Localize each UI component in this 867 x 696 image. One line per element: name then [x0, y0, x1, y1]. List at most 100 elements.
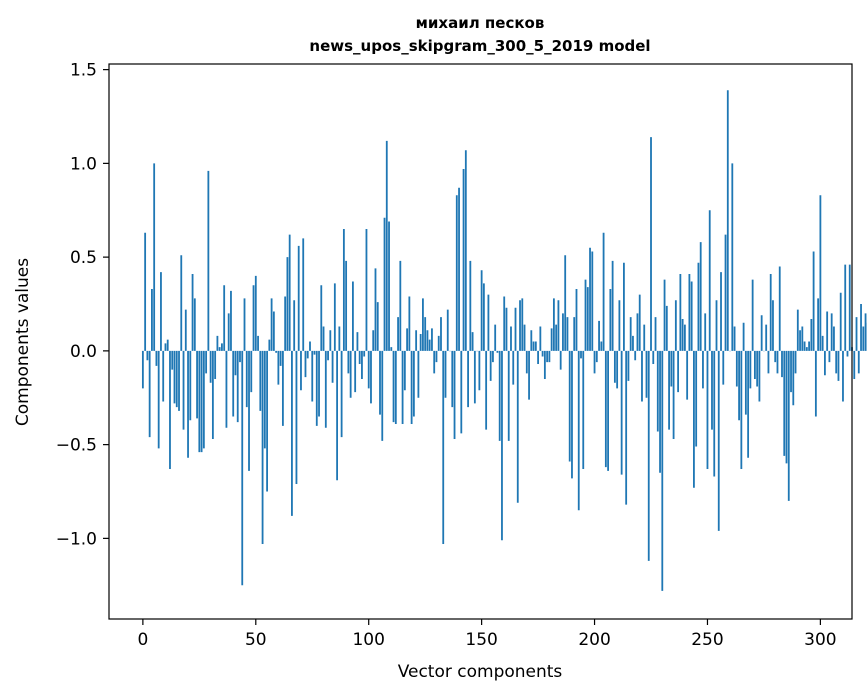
bar: [828, 350, 831, 363]
bar: [435, 350, 438, 363]
bar: [422, 298, 424, 351]
bar: [693, 350, 695, 488]
bar: [471, 332, 474, 351]
bar: [193, 298, 196, 351]
bar: [580, 350, 582, 359]
bar: [756, 350, 759, 387]
bar: [839, 292, 842, 351]
bar: [814, 350, 817, 417]
bar: [397, 317, 399, 351]
bar: [833, 326, 835, 351]
bar: [146, 350, 149, 361]
bar: [270, 298, 273, 351]
bar: [523, 324, 526, 351]
bar: [230, 290, 232, 351]
bar: [480, 270, 483, 351]
bar: [656, 350, 659, 432]
bar: [166, 339, 169, 351]
bar: [385, 140, 388, 351]
bar: [512, 350, 515, 385]
bar: [848, 264, 851, 351]
bar: [322, 326, 325, 351]
bar: [711, 350, 713, 430]
bar: [383, 217, 386, 351]
bar: [778, 266, 781, 351]
bar: [781, 350, 783, 378]
bar: [722, 350, 725, 385]
bar: [860, 304, 862, 351]
bar: [207, 170, 210, 351]
bar: [451, 350, 454, 408]
bar: [573, 317, 576, 351]
bar: [394, 350, 397, 425]
bar: [821, 335, 824, 351]
bar: [699, 242, 702, 351]
bar: [534, 341, 537, 351]
chart-title-line2: news_upos_skipgram_300_5_2019 model: [309, 37, 650, 55]
bar: [643, 324, 646, 351]
bar: [437, 335, 440, 351]
bar: [327, 350, 329, 361]
bar: [498, 350, 501, 441]
bar: [473, 350, 476, 404]
bar: [681, 319, 684, 351]
bar: [347, 350, 350, 374]
bar: [410, 350, 413, 425]
x-tick-label: 50: [245, 630, 267, 650]
bar: [288, 234, 291, 351]
bar: [370, 350, 372, 404]
bar: [600, 341, 603, 351]
bar: [799, 330, 801, 351]
bar: [792, 350, 795, 406]
bar: [738, 350, 740, 421]
bar: [616, 350, 619, 389]
bar: [356, 332, 359, 351]
bar: [381, 350, 384, 441]
bar: [245, 350, 248, 408]
bar: [519, 300, 521, 351]
bar: [632, 335, 634, 351]
bar: [582, 350, 585, 470]
bar: [697, 262, 700, 351]
bar: [372, 330, 375, 351]
bar: [688, 274, 691, 351]
bar: [812, 251, 815, 351]
plot-area-frame: [108, 63, 853, 620]
bar: [683, 324, 686, 351]
bar: [690, 281, 693, 351]
bar: [184, 309, 187, 351]
bar: [250, 350, 253, 393]
bar: [345, 260, 348, 351]
bar: [846, 350, 849, 357]
bar: [243, 298, 246, 351]
bar: [546, 350, 549, 363]
bar: [309, 341, 311, 351]
bar: [817, 298, 820, 351]
bar: [857, 350, 860, 374]
bar: [602, 232, 605, 351]
bar: [654, 317, 657, 351]
y-tick-label: 0.5: [70, 248, 97, 268]
bar: [268, 339, 271, 351]
bar: [336, 350, 338, 481]
bar: [670, 350, 673, 387]
bar: [627, 350, 630, 381]
bar: [191, 274, 194, 351]
bar: [297, 245, 300, 351]
bar: [555, 324, 558, 351]
bar: [198, 350, 201, 453]
bar: [401, 350, 404, 425]
bar: [313, 350, 316, 355]
bar: [232, 350, 235, 417]
bar: [367, 350, 370, 389]
bar: [604, 350, 607, 468]
bar: [257, 335, 259, 351]
bar: [659, 350, 661, 473]
chart-title-line1: михаил песков: [416, 14, 545, 32]
bar: [785, 350, 788, 464]
bar: [171, 350, 174, 370]
bar: [532, 341, 535, 351]
y-axis-label: Components values: [13, 258, 33, 426]
bar: [160, 272, 162, 351]
bar: [148, 350, 151, 438]
